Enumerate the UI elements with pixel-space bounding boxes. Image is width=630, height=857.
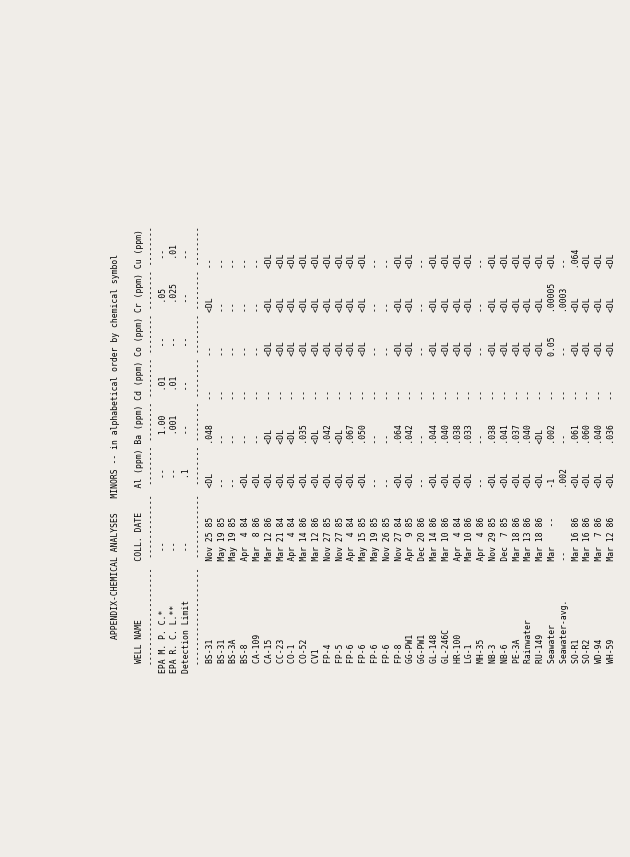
Text: APPENDIX-CHEMICAL ANALYSES   MINORS -- in alphabetical order by chemical symbol
: APPENDIX-CHEMICAL ANALYSES MINORS -- in … <box>112 219 630 673</box>
